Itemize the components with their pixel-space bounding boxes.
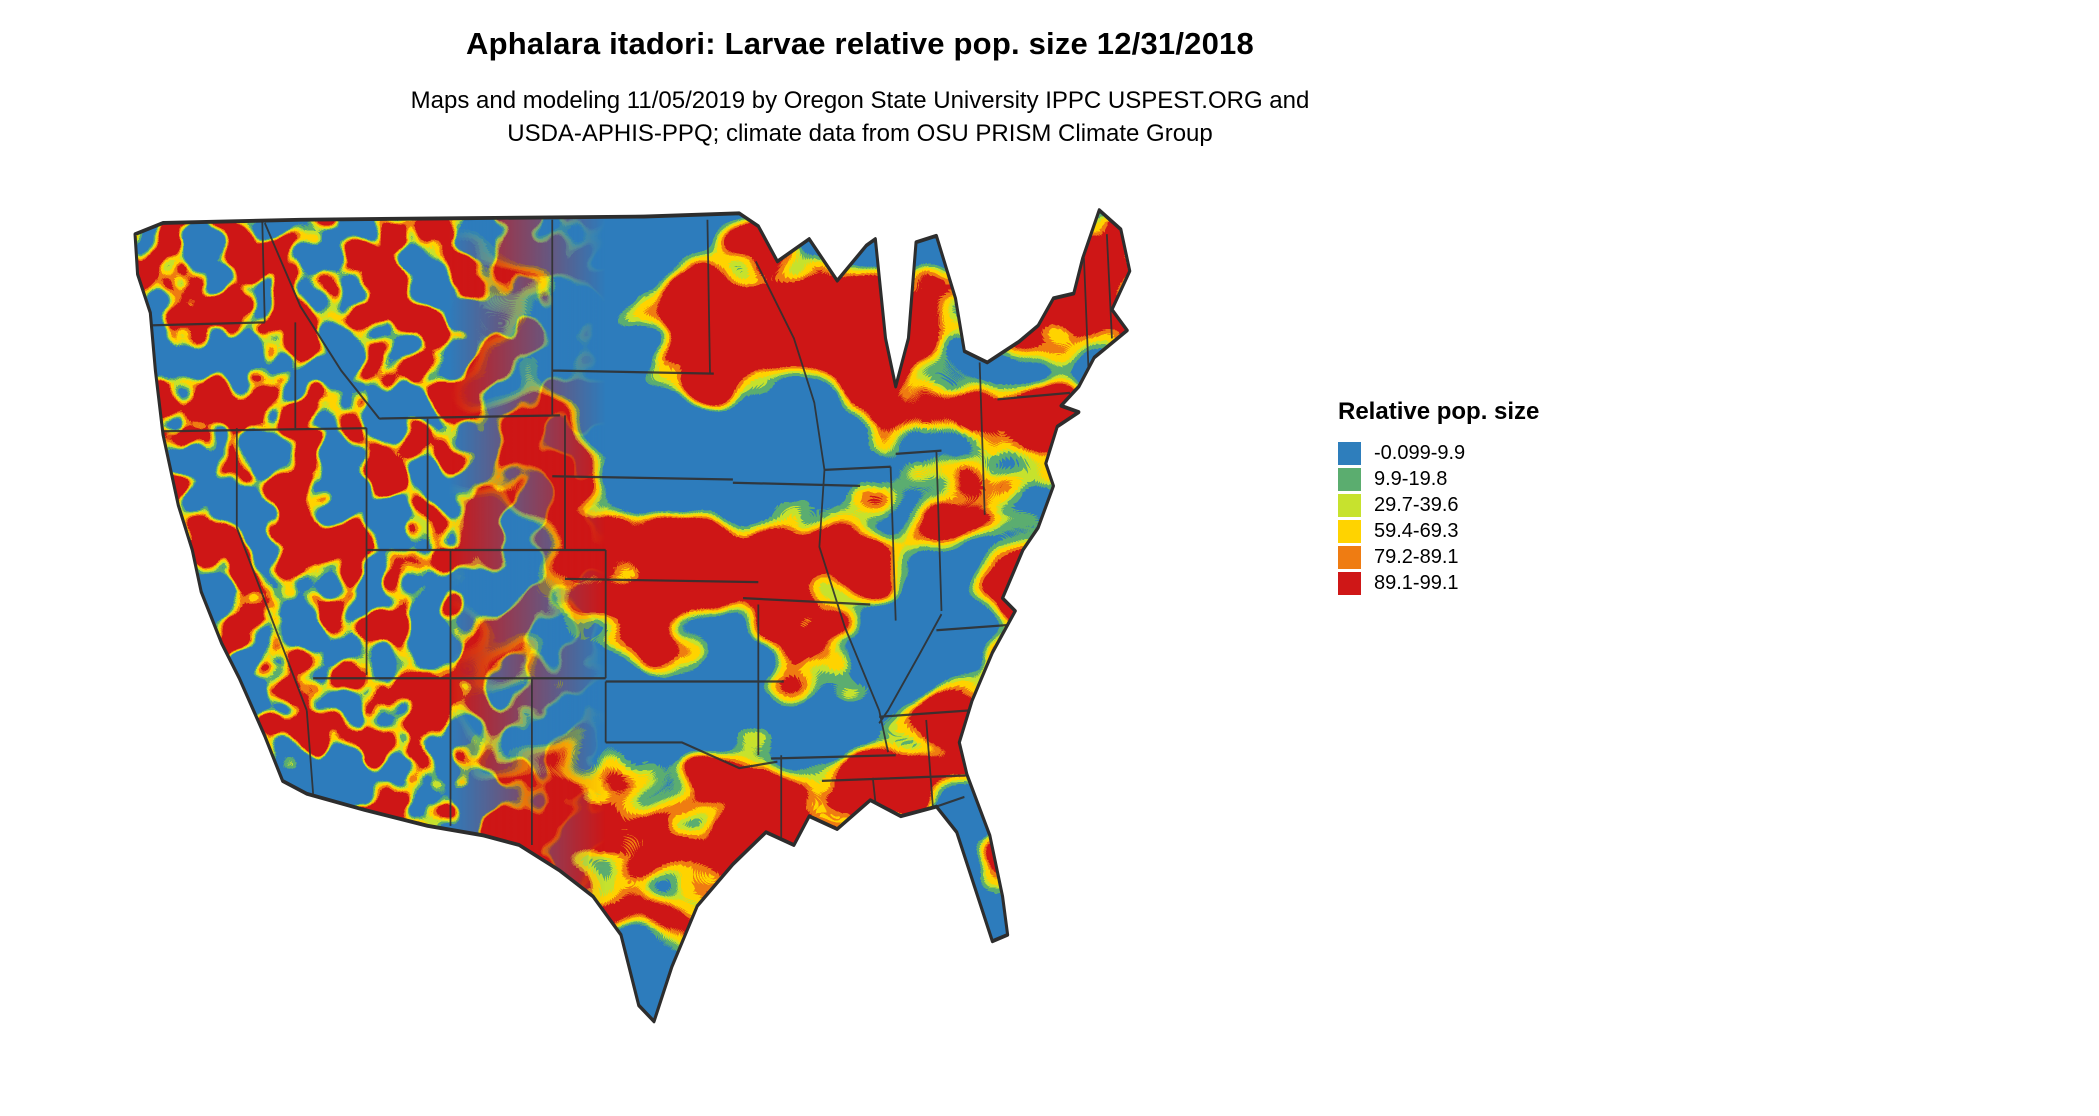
legend-swatch [1338,493,1361,517]
legend-row: 89.1-99.1 [1338,570,1539,596]
legend-swatch [1338,571,1361,595]
legend-swatch [1338,545,1361,569]
legend-row: 59.4-69.3 [1338,518,1539,544]
legend-swatch [1338,467,1361,491]
subtitle-line-1: Maps and modeling 11/05/2019 by Oregon S… [410,87,1310,114]
legend: Relative pop. size -0.099-9.9 9.9-19.8 2… [1338,398,1539,596]
us-outline [133,208,1132,1024]
us-map [133,208,1132,1024]
legend-row: 79.2-89.1 [1338,544,1539,570]
page-subtitle: Maps and modeling 11/05/2019 by Oregon S… [0,84,1720,150]
raster-fine-west [135,210,606,1022]
legend-label: 29.7-39.6 [1374,493,1459,516]
legend-swatch [1338,441,1361,465]
raster-layer [135,210,1130,1022]
page-title: Aphalara itadori: Larvae relative pop. s… [466,26,1254,61]
subtitle-line-2: USDA-APHIS-PPQ; climate data from OSU PR… [507,120,1213,148]
legend-row: 29.7-39.6 [1338,492,1539,518]
legend-row: 9.9-19.8 [1338,466,1539,492]
legend-label: 9.9-19.8 [1374,467,1448,490]
map-area [46,146,1318,1108]
legend-row: -0.099-9.9 [1338,440,1539,466]
legend-label: 89.1-99.1 [1374,571,1459,594]
legend-label: -0.099-9.9 [1374,441,1466,464]
legend-label: 79.2-89.1 [1374,545,1459,568]
legend-title: Relative pop. size [1338,398,1540,425]
legend-label: 59.4-69.3 [1374,519,1459,542]
legend-swatch [1338,519,1361,543]
